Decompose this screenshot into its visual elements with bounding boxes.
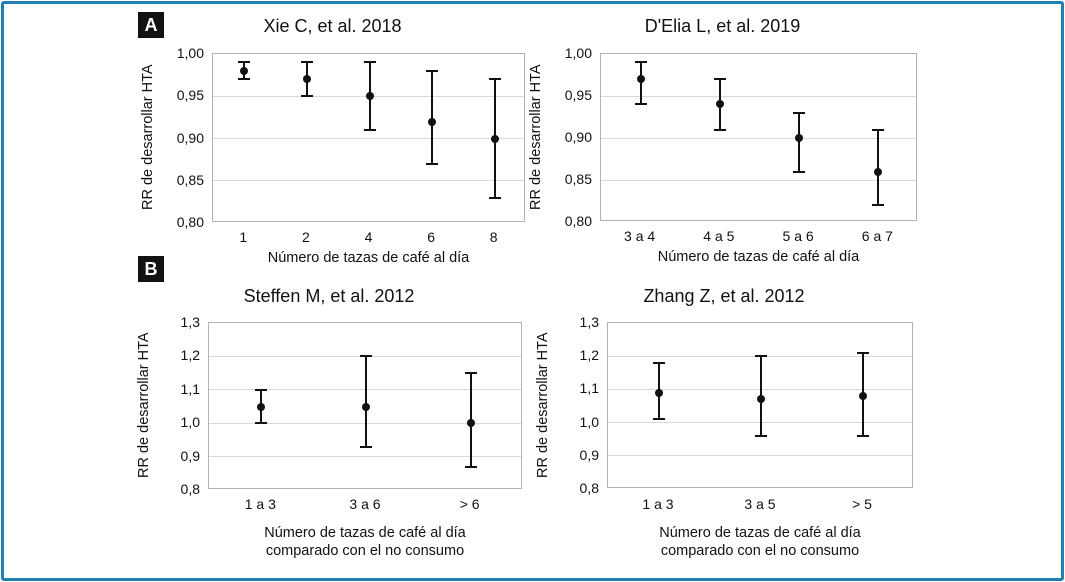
section-label-a: A [138,12,164,38]
section-label-b: B [138,256,164,282]
